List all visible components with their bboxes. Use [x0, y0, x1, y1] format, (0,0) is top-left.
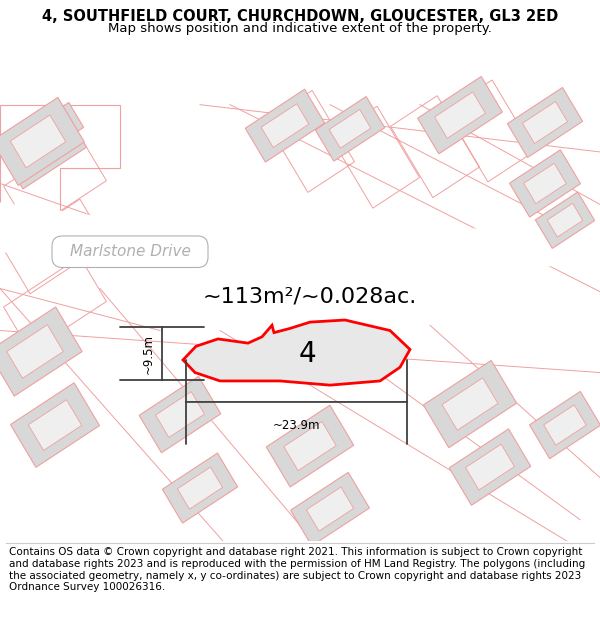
Polygon shape — [509, 150, 581, 217]
Polygon shape — [261, 104, 309, 148]
Polygon shape — [284, 421, 336, 471]
Text: 4: 4 — [298, 339, 316, 367]
Polygon shape — [290, 472, 370, 546]
Polygon shape — [418, 76, 502, 154]
Text: Marlstone Drive: Marlstone Drive — [70, 244, 190, 259]
Polygon shape — [163, 453, 238, 523]
Polygon shape — [26, 102, 83, 155]
Polygon shape — [508, 88, 583, 158]
Polygon shape — [10, 115, 66, 168]
Text: ~9.5m: ~9.5m — [142, 334, 155, 374]
Polygon shape — [434, 92, 485, 138]
Text: Map shows position and indicative extent of the property.: Map shows position and indicative extent… — [108, 22, 492, 35]
Polygon shape — [266, 405, 354, 487]
Polygon shape — [329, 109, 371, 148]
Polygon shape — [523, 101, 568, 144]
Polygon shape — [10, 382, 100, 468]
Text: ~113m²/~0.028ac.: ~113m²/~0.028ac. — [203, 287, 417, 307]
Polygon shape — [547, 203, 583, 237]
Polygon shape — [535, 192, 595, 248]
Polygon shape — [442, 378, 498, 430]
Polygon shape — [28, 400, 82, 451]
Polygon shape — [245, 89, 325, 162]
Text: Contains OS data © Crown copyright and database right 2021. This information is : Contains OS data © Crown copyright and d… — [9, 548, 585, 592]
Polygon shape — [449, 429, 531, 505]
Polygon shape — [139, 376, 221, 452]
Polygon shape — [0, 104, 86, 189]
Polygon shape — [466, 444, 514, 490]
FancyBboxPatch shape — [52, 236, 208, 268]
Polygon shape — [544, 405, 586, 445]
Polygon shape — [0, 202, 600, 289]
Polygon shape — [0, 98, 85, 186]
Polygon shape — [307, 487, 353, 531]
Polygon shape — [178, 467, 223, 509]
Polygon shape — [7, 325, 64, 378]
Polygon shape — [0, 307, 82, 396]
Polygon shape — [524, 163, 566, 204]
Polygon shape — [183, 320, 410, 385]
Polygon shape — [424, 361, 517, 448]
Text: ~23.9m: ~23.9m — [273, 419, 320, 432]
Text: 4, SOUTHFIELD COURT, CHURCHDOWN, GLOUCESTER, GL3 2ED: 4, SOUTHFIELD COURT, CHURCHDOWN, GLOUCES… — [42, 9, 558, 24]
Polygon shape — [315, 96, 385, 161]
Polygon shape — [155, 392, 205, 438]
Polygon shape — [529, 391, 600, 459]
